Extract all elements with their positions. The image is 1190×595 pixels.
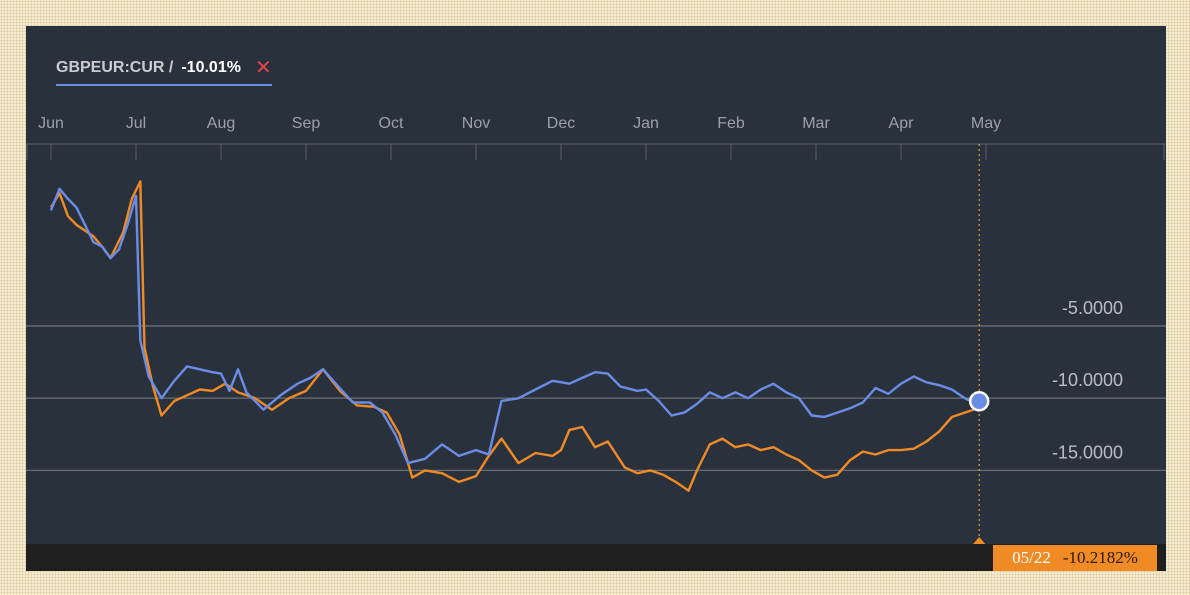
crosshair-pointer [972,537,987,545]
legend-symbol: GBPEUR:CUR / [56,59,174,76]
y-gridlines: -5.0000 -10.0000 -15.0000 [26,298,1166,472]
y-tick-label: -5.0000 [1062,298,1123,318]
x-tick-label: Apr [889,115,915,132]
chart-panel: Jun Jul Aug Sep Oct Nov Dec Jan Feb Mar Apr May -5.… [26,26,1166,571]
time-axis-footer [26,544,1166,571]
crosshair-value-label: -10.2182% [1062,548,1138,567]
y-tick-label: -10.0000 [1052,370,1123,390]
crosshair [968,144,990,545]
x-tick-label: Jan [633,115,659,132]
line-chart: Jun Jul Aug Sep Oct Nov Dec Jan Feb Mar Apr May -5.… [26,115,1166,545]
primary-series-line [49,187,980,465]
legend-item-gbpeur[interactable]: GBPEUR:CUR / -10.01% ✕ [56,56,272,86]
remove-series-close-icon[interactable]: ✕ [254,57,272,79]
series-lines [49,180,981,492]
x-tick-label: Nov [462,115,490,132]
x-tick-label: Sep [292,115,321,132]
x-axis: Jun Jul Aug Sep Oct Nov Dec Jan Feb Mar Apr May [26,115,1166,160]
x-tick-label: Oct [379,115,404,132]
crosshair-date-label: 05/22 [1012,548,1051,567]
x-tick-label: Mar [802,115,830,132]
x-tick-label: Jul [126,115,146,132]
crosshair-value-badge: 05/22 -10.2182% [993,545,1157,571]
y-tick-label: -15.0000 [1052,442,1123,462]
legend-change-value: -10.01% [181,59,241,76]
comparison-series-line [49,180,981,492]
x-tick-label: Aug [207,115,235,132]
x-tick-label: Dec [547,115,575,132]
crosshair-marker [968,391,990,412]
x-tick-label: Jun [38,115,64,132]
x-tick-label: May [971,115,1001,132]
x-tick-label: Feb [717,115,745,132]
